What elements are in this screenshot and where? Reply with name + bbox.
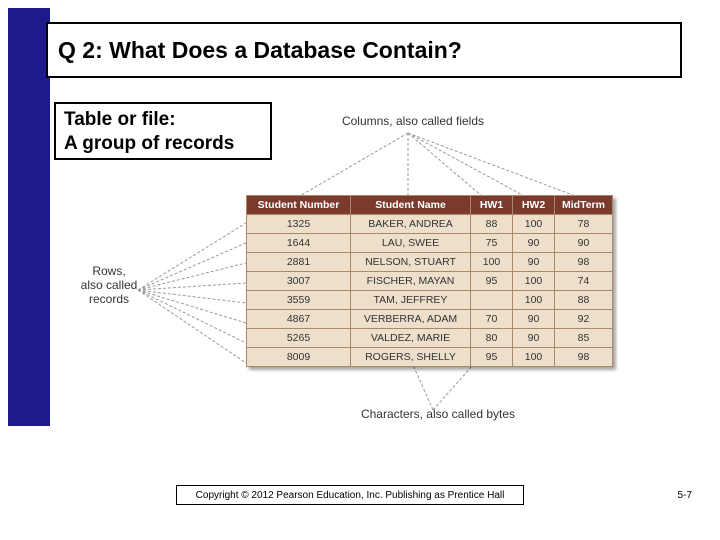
table-cell: 100: [471, 253, 513, 272]
table-cell: NELSON, STUART: [351, 253, 471, 272]
table-cell: FISCHER, MAYAN: [351, 272, 471, 291]
label-rows: Rows, also called records: [74, 265, 144, 306]
table-cell: 2881: [247, 253, 351, 272]
diagram-area: Columns, also called fields Rows, also c…: [78, 115, 668, 435]
table-cell: 100: [513, 291, 555, 310]
table-row: 3007FISCHER, MAYAN9510074: [247, 272, 613, 291]
title-box: Q 2: What Does a Database Contain?: [46, 22, 682, 78]
page-number: 5-7: [678, 490, 692, 501]
table-row: 1644LAU, SWEE759090: [247, 234, 613, 253]
table-cell: [471, 291, 513, 310]
blue-sidebar: [8, 8, 50, 426]
table-cell: 90: [513, 234, 555, 253]
table-cell: 98: [555, 348, 613, 367]
table-cell: 88: [471, 215, 513, 234]
table-row: 3559TAM, JEFFREY 10088: [247, 291, 613, 310]
table-cell: 85: [555, 329, 613, 348]
table-cell: 80: [471, 329, 513, 348]
copyright-text: Copyright © 2012 Pearson Education, Inc.…: [196, 490, 505, 501]
table-cell: 4867: [247, 310, 351, 329]
table-cell: 90: [513, 310, 555, 329]
table-cell: ROGERS, SHELLY: [351, 348, 471, 367]
table-cell: 92: [555, 310, 613, 329]
table-cell: 90: [555, 234, 613, 253]
table-cell: 100: [513, 348, 555, 367]
table-row: 1325BAKER, ANDREA8810078: [247, 215, 613, 234]
table-header: MidTerm: [555, 196, 613, 215]
copyright-box: Copyright © 2012 Pearson Education, Inc.…: [176, 485, 524, 505]
table-cell: 95: [471, 348, 513, 367]
table-cell: TAM, JEFFREY: [351, 291, 471, 310]
table-cell: 88: [555, 291, 613, 310]
data-table-wrap: Student NumberStudent NameHW1HW2MidTerm …: [246, 195, 613, 367]
table-row: 8009ROGERS, SHELLY9510098: [247, 348, 613, 367]
table-cell: VERBERRA, ADAM: [351, 310, 471, 329]
table-cell: 70: [471, 310, 513, 329]
table-cell: 75: [471, 234, 513, 253]
table-cell: 3559: [247, 291, 351, 310]
table-header: HW1: [471, 196, 513, 215]
table-cell: 74: [555, 272, 613, 291]
table-header: Student Number: [247, 196, 351, 215]
table-row: 5265VALDEZ, MARIE809085: [247, 329, 613, 348]
page-title: Q 2: What Does a Database Contain?: [58, 37, 462, 64]
table-cell: 1644: [247, 234, 351, 253]
table-cell: 100: [513, 215, 555, 234]
table-cell: LAU, SWEE: [351, 234, 471, 253]
table-cell: 1325: [247, 215, 351, 234]
table-header: HW2: [513, 196, 555, 215]
label-columns: Columns, also called fields: [333, 115, 493, 129]
table-cell: 90: [513, 329, 555, 348]
table-cell: 5265: [247, 329, 351, 348]
table-cell: 3007: [247, 272, 351, 291]
table-cell: VALDEZ, MARIE: [351, 329, 471, 348]
table-cell: 95: [471, 272, 513, 291]
table-cell: 100: [513, 272, 555, 291]
table-cell: 8009: [247, 348, 351, 367]
table-cell: 78: [555, 215, 613, 234]
table-row: 2881NELSON, STUART1009098: [247, 253, 613, 272]
table-cell: 98: [555, 253, 613, 272]
table-cell: 90: [513, 253, 555, 272]
table-row: 4867VERBERRA, ADAM709092: [247, 310, 613, 329]
table-header-row: Student NumberStudent NameHW1HW2MidTerm: [247, 196, 613, 215]
label-characters: Characters, also called bytes: [338, 408, 538, 422]
table-cell: BAKER, ANDREA: [351, 215, 471, 234]
table-header: Student Name: [351, 196, 471, 215]
data-table: Student NumberStudent NameHW1HW2MidTerm …: [246, 195, 613, 367]
